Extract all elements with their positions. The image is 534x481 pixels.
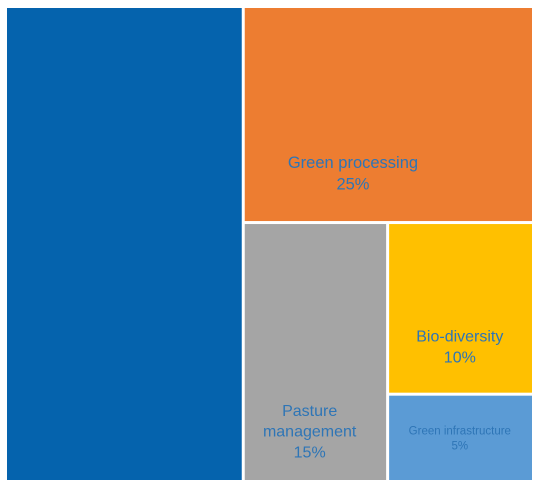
- treemap-tile-bio-diversity: Bio-diversity 10%: [389, 224, 532, 393]
- treemap-rect: [389, 395, 532, 480]
- tile-category-label: Green processing: [288, 154, 418, 172]
- tile-value-label: 10%: [444, 349, 476, 366]
- tile-value-label: 5%: [452, 440, 469, 452]
- treemap-rect: [7, 8, 242, 480]
- treemap-tile-green-infrastructure: Green infrastructure 5%: [389, 395, 532, 480]
- tile-value-label: 25%: [336, 175, 369, 193]
- tile-category-label: Pasture: [282, 403, 337, 420]
- treemap-rect: [244, 224, 387, 480]
- tile-category-label: Green infrastructure: [409, 425, 511, 437]
- treemap-tile-pasture-management: Pasture management 15%: [244, 224, 387, 480]
- tile-category-label: management: [263, 424, 357, 441]
- treemap-rect: [389, 224, 532, 393]
- treemap-tile-tile-0: [7, 8, 242, 480]
- tile-category-label: Bio-diversity: [416, 329, 503, 346]
- treemap-tile-green-processing: Green processing 25%: [244, 8, 532, 222]
- tile-value-label: 15%: [294, 444, 326, 461]
- treemap-rect: [244, 8, 532, 222]
